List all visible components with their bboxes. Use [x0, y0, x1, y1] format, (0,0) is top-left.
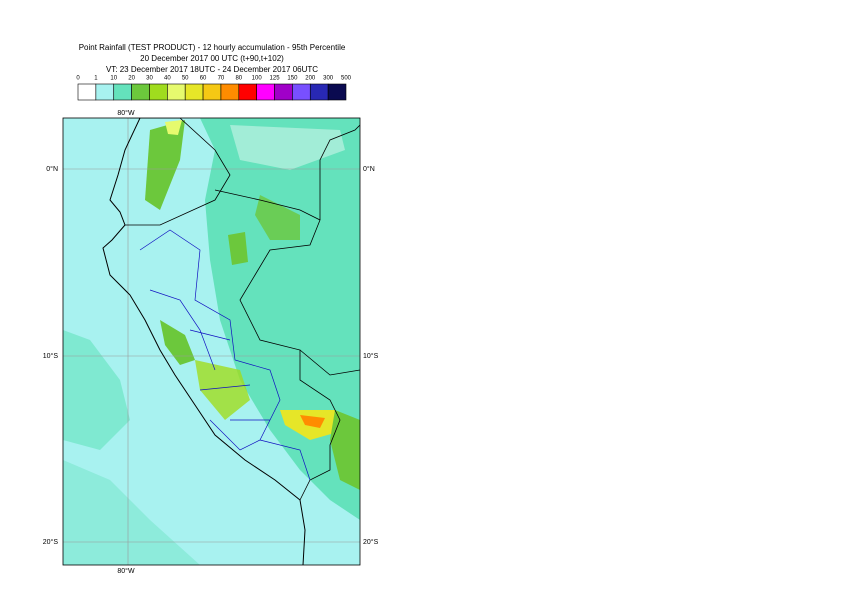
lat-label: 10°S [363, 352, 379, 360]
lon-label: 80°W [117, 109, 135, 117]
legend-label: 100 [252, 76, 263, 82]
legend-swatch [167, 83, 186, 101]
legend-label: 0 [76, 76, 80, 82]
legend-swatch [220, 83, 240, 101]
legend-label: 500 [341, 76, 352, 82]
legend-label: 50 [182, 76, 189, 82]
lat-label: 0°N [46, 165, 58, 173]
rain-patch [165, 120, 182, 135]
legend-label: 125 [270, 76, 281, 82]
legend-swatch [202, 83, 222, 101]
base-time: 20 December 2017 00 UTC (t+90,t+102) [140, 54, 284, 63]
lat-label: 0°N [363, 165, 375, 173]
rain-patch [145, 120, 185, 210]
title: Point Rainfall (TEST PRODUCT) - 12 hourl… [79, 43, 346, 52]
legend-label: 40 [164, 76, 171, 82]
region-borders [139, 229, 311, 481]
legend-label: 10 [110, 76, 117, 82]
lat-label: 20°S [43, 538, 59, 546]
legend-swatch [95, 83, 115, 101]
rain-patch [195, 360, 250, 420]
legend-swatch [149, 83, 168, 101]
legend-swatch [274, 83, 293, 101]
coastline [102, 118, 306, 565]
map [63, 118, 360, 565]
legend-label: 20 [128, 76, 135, 82]
valid-time: VT: 23 December 2017 18UTC - 24 December… [106, 65, 318, 74]
map-frame [62, 117, 361, 566]
legend-label: 300 [323, 76, 334, 82]
legend-swatch [113, 83, 132, 101]
legend-label: 1 [94, 76, 98, 82]
rain-patch [160, 320, 195, 365]
legend-label: 80 [235, 76, 242, 82]
border [125, 118, 231, 226]
legend-label: 150 [287, 76, 298, 82]
legend-label: 70 [218, 76, 225, 82]
border [214, 189, 341, 501]
rain-patch [255, 195, 300, 240]
border [299, 349, 360, 376]
lat-label: 10°S [43, 352, 59, 360]
legend-swatch [309, 83, 329, 101]
lon-label: 80°W [117, 567, 135, 575]
ocean-patch [63, 330, 130, 450]
rain-patch [228, 232, 248, 265]
legend-label: 200 [305, 76, 316, 82]
legend-swatch [327, 83, 347, 101]
legend-swatch [131, 83, 150, 101]
legend-label: 30 [146, 76, 153, 82]
legend-swatch [256, 83, 275, 101]
legend-swatch [238, 83, 257, 101]
legend-swatch [292, 83, 311, 101]
legend: 0 1 10 20 30 40 50 60 70 80 100 125 150 200 300 500 [76, 76, 352, 101]
ocean-patch [63, 460, 200, 565]
border [319, 124, 360, 220]
rain-patch [300, 415, 325, 428]
dry-patch [230, 125, 345, 170]
legend-label: 60 [200, 76, 207, 82]
rain-patch [330, 410, 360, 490]
lat-label: 20°S [363, 538, 379, 546]
legend-swatch [77, 83, 97, 101]
legend-swatch [184, 83, 204, 101]
